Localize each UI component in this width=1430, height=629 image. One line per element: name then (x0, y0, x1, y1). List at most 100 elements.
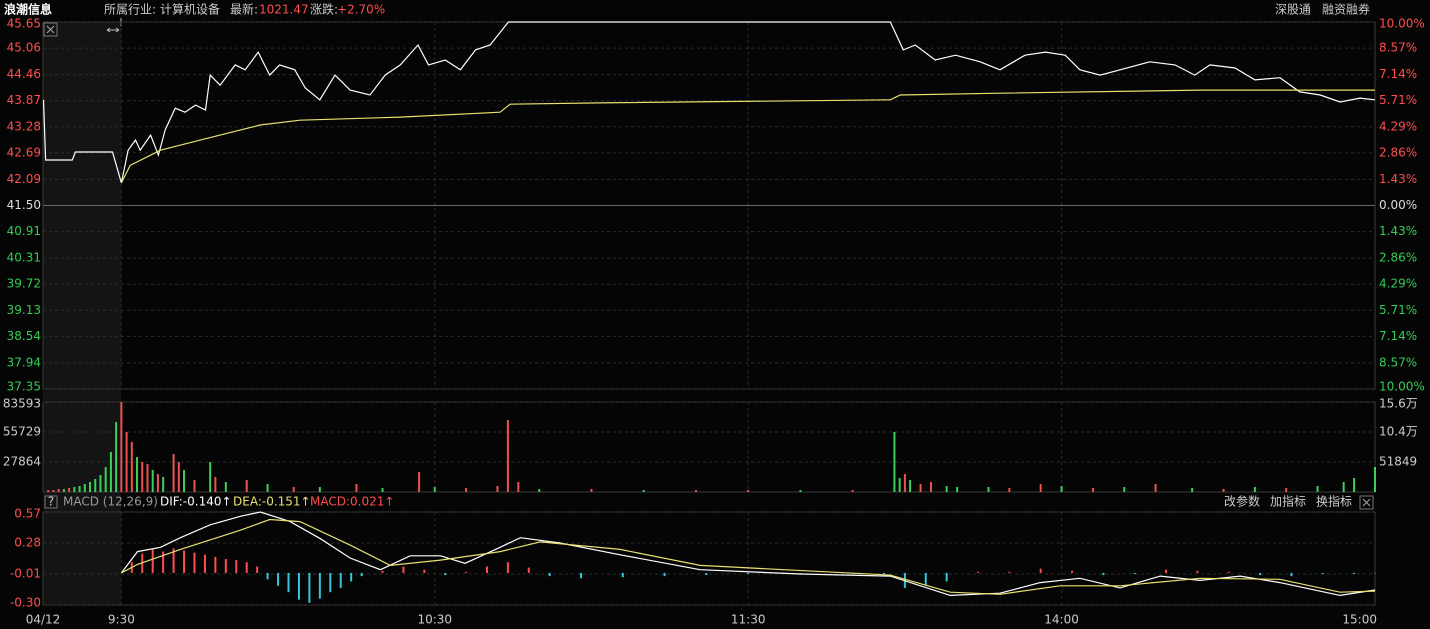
macd-bar (256, 566, 259, 573)
volume-bar (318, 486, 321, 492)
drag-icon[interactable] (106, 27, 120, 33)
macd-bar (1227, 571, 1230, 573)
y2-tick-label: 1.43% (1379, 172, 1417, 186)
y2-tick-label: 7.14% (1379, 329, 1417, 343)
macd-bar (945, 572, 948, 582)
y-tick-label: 37.35 (7, 380, 41, 394)
latest-label: 最新: (230, 2, 258, 17)
macd-bar (245, 562, 248, 573)
y2-tick-label: 10.00% (1379, 17, 1425, 31)
link[interactable]: 深股通 (1275, 3, 1311, 17)
macd-bar (705, 572, 708, 576)
y2-tick-label: 4.29% (1379, 277, 1417, 291)
toolbar-button[interactable]: 改参数 (1224, 494, 1260, 509)
macd-bar (1165, 569, 1168, 573)
macd-bar (193, 552, 196, 573)
panel-frame (42, 401, 1376, 493)
volume-bar (381, 487, 384, 492)
macd-bar (360, 572, 363, 577)
volume-bar (120, 402, 123, 492)
volume-bar (57, 488, 60, 492)
stock-name: 浪潮信息 (4, 2, 52, 17)
macd-bar (214, 556, 217, 573)
macd-bar (183, 550, 186, 573)
macd-bar (882, 572, 885, 574)
y-tick-label: 39.13 (7, 303, 41, 317)
macd-bar (444, 572, 447, 576)
volume-bar (496, 485, 499, 492)
y-tick-label: 39.72 (7, 277, 41, 291)
link[interactable]: 融资融券 (1322, 2, 1370, 17)
volume-bar (68, 487, 71, 492)
macd-bar (1353, 572, 1356, 574)
macd-bar (1133, 572, 1136, 574)
volume-bar (538, 488, 541, 492)
macd-bar (465, 571, 468, 573)
volume-bar (898, 477, 901, 492)
x-tick-label: 11:30 (731, 613, 766, 627)
y-tick-label: 83593 (3, 397, 41, 411)
volume-bar (52, 489, 55, 492)
x-tick-label: 10:30 (417, 613, 452, 627)
y2-tick-label: 0.00% (1379, 198, 1417, 212)
macd-bar (423, 569, 426, 573)
dea-label: DEA:-0.151↑ (233, 495, 311, 509)
volume-bar (62, 488, 65, 492)
y2-tick-label: 2.86% (1379, 250, 1417, 264)
panel-frame (42, 511, 1376, 606)
macd-label: MACD:0.021↑ (310, 495, 394, 509)
industry: 计算机设备 (160, 2, 220, 17)
macd-bar (1039, 568, 1042, 573)
volume-bar (355, 483, 358, 492)
volume-bar (590, 488, 593, 492)
macd-line (121, 518, 1376, 595)
volume-bar (1039, 483, 1042, 492)
y-tick-label: 43.28 (7, 119, 41, 133)
y2-tick-label: 15.6万 (1379, 397, 1418, 411)
volume-bar (83, 483, 86, 492)
volume-bar (987, 486, 990, 492)
volume-bar (1285, 487, 1288, 492)
macd-bar (287, 572, 290, 593)
toolbar-button[interactable]: 换指标 (1316, 494, 1352, 509)
y-tick-label: 55729 (3, 424, 41, 438)
x-tick-label: 04/12 (26, 613, 61, 627)
volume-bar (292, 486, 295, 492)
volume-bar (73, 486, 76, 492)
macd-bar (297, 572, 300, 600)
volume-bar (1123, 486, 1126, 492)
volume-bar (465, 487, 468, 492)
macd-bar (266, 572, 269, 580)
volume-bar (245, 479, 248, 492)
volume-bar (945, 485, 948, 492)
price-line (42, 21, 1376, 184)
y-tick-label: 37.94 (7, 355, 41, 369)
macd-bar (1259, 572, 1262, 576)
volume-bar (433, 486, 436, 492)
y-tick-label: 45.65 (7, 17, 41, 31)
volume-bar (266, 483, 269, 492)
volume-bar (177, 461, 180, 492)
volume-bar (506, 419, 509, 492)
macd-bar (402, 566, 405, 573)
y-tick-label: 42.69 (7, 145, 41, 159)
volume-bar (156, 473, 159, 492)
close-button[interactable] (1359, 495, 1374, 510)
x-tick-label: 14:00 (1044, 613, 1079, 627)
volume-bar (851, 489, 854, 492)
macd-bar (172, 548, 175, 573)
volume-bar (115, 421, 118, 492)
macd-bar (1321, 572, 1324, 574)
volume-bar (151, 469, 154, 492)
volume-bar (214, 476, 217, 492)
toolbar-button[interactable]: 加指标 (1270, 494, 1306, 509)
y2-tick-label: 8.57% (1379, 41, 1417, 55)
close-button[interactable] (43, 22, 58, 37)
macd-bar (747, 572, 750, 574)
y-tick-label: 0.28 (14, 536, 41, 550)
volume-bar (141, 461, 144, 492)
y-tick-label: -0.01 (10, 567, 41, 581)
help-button[interactable]: ? (44, 495, 58, 509)
volume-bar (104, 466, 107, 492)
